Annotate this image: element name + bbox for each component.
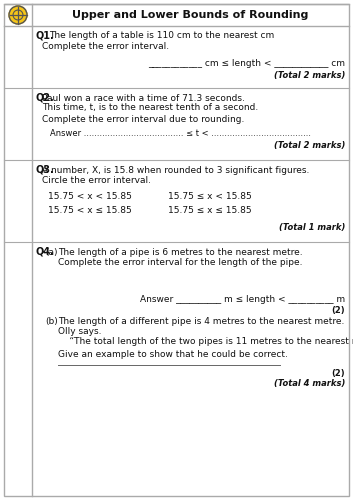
Text: (Total 2 marks): (Total 2 marks) [274, 71, 345, 80]
Circle shape [9, 6, 27, 24]
Text: The length of a pipe is 6 metres to the nearest metre.: The length of a pipe is 6 metres to the … [58, 248, 303, 257]
Text: Olly says.: Olly says. [58, 327, 102, 336]
Text: Upper and Lower Bounds of Rounding: Upper and Lower Bounds of Rounding [72, 10, 309, 20]
Text: “The total length of the two pipes is 11 metres to the nearest metre.”: “The total length of the two pipes is 11… [58, 337, 353, 346]
Text: Complete the error interval for the length of the pipe.: Complete the error interval for the leng… [58, 258, 303, 267]
Text: Answer __________ m ≤ length < __________ m: Answer __________ m ≤ length < _________… [140, 295, 345, 304]
Text: 15.75 < x ≤ 15.85: 15.75 < x ≤ 15.85 [48, 206, 132, 215]
Text: 15.75 ≤ x < 15.85: 15.75 ≤ x < 15.85 [168, 192, 252, 201]
Text: Complete the error interval due to rounding.: Complete the error interval due to round… [42, 115, 244, 124]
Text: Q4.: Q4. [36, 247, 55, 257]
Text: Q1.: Q1. [36, 31, 55, 41]
Text: ____________ cm ≤ length < ____________ cm: ____________ cm ≤ length < ____________ … [148, 59, 345, 68]
Text: The length of a different pipe is 4 metres to the nearest metre.: The length of a different pipe is 4 metr… [58, 317, 345, 326]
Text: (Total 1 mark): (Total 1 mark) [279, 223, 345, 232]
Text: Q2.: Q2. [36, 93, 55, 103]
Text: (Total 2 marks): (Total 2 marks) [274, 141, 345, 150]
Text: (a): (a) [45, 248, 58, 257]
Text: Q3.: Q3. [36, 165, 55, 175]
Text: Paul won a race with a time of 71.3 seconds.: Paul won a race with a time of 71.3 seco… [42, 94, 245, 103]
Text: Give an example to show that he could be correct.: Give an example to show that he could be… [58, 350, 288, 359]
Text: The length of a table is 110 cm to the nearest cm: The length of a table is 110 cm to the n… [49, 31, 274, 40]
Text: A number, X, is 15.8 when rounded to 3 significant figures.: A number, X, is 15.8 when rounded to 3 s… [42, 166, 309, 175]
Text: (2): (2) [331, 369, 345, 378]
Text: 15.75 < x < 15.85: 15.75 < x < 15.85 [48, 192, 132, 201]
Text: 15.75 ≤ x ≤ 15.85: 15.75 ≤ x ≤ 15.85 [168, 206, 252, 215]
Text: This time, t, is to the nearest tenth of a second.: This time, t, is to the nearest tenth of… [42, 103, 258, 112]
Text: Answer ...................................... ≤ t < ............................: Answer .................................… [50, 129, 311, 138]
Text: (2): (2) [331, 306, 345, 315]
Text: Complete the error interval.: Complete the error interval. [42, 42, 169, 51]
Text: (b): (b) [45, 317, 58, 326]
Text: (Total 4 marks): (Total 4 marks) [274, 379, 345, 388]
Text: Circle the error interval.: Circle the error interval. [42, 176, 151, 185]
